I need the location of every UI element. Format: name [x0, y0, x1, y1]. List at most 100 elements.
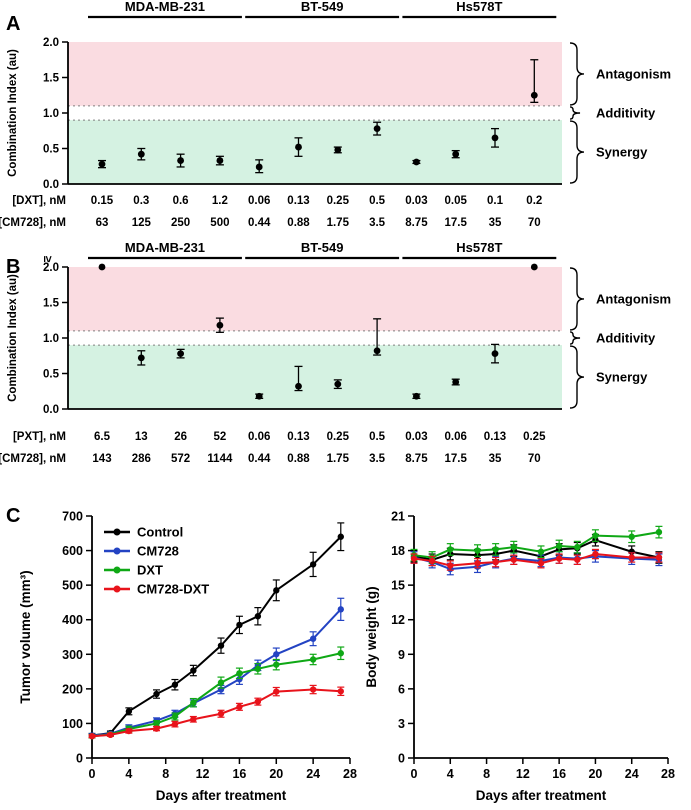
legend-label: DXT — [137, 563, 163, 578]
y-tick-label: 12 — [391, 613, 405, 627]
y-tick-label: 0.5 — [43, 369, 60, 381]
region-label: Additivity — [596, 106, 656, 121]
dose-value: 0.06 — [445, 431, 467, 443]
x-tick-label: 16 — [232, 767, 246, 781]
data-point — [530, 91, 538, 99]
legend-label: Control — [137, 525, 183, 540]
data-point — [255, 163, 263, 171]
series-line — [91, 652, 342, 738]
region-label: Antagonism — [596, 291, 671, 306]
dose-value: 0.5 — [369, 195, 386, 207]
data-point — [413, 158, 420, 166]
data-point — [309, 656, 317, 663]
series-line — [413, 555, 659, 571]
y-tick-label: 1.0 — [43, 108, 59, 120]
data-point — [98, 263, 106, 271]
cell-line-label: BT-549 — [301, 240, 344, 255]
legend-marker — [113, 585, 121, 593]
data-point — [334, 380, 342, 388]
panel-label: A — [6, 13, 20, 35]
x-tick-label: 12 — [196, 767, 210, 781]
dose-value: 500 — [210, 217, 229, 229]
dose-value: 6.5 — [94, 431, 111, 443]
data-point — [491, 134, 499, 142]
effect-regions — [68, 42, 562, 184]
data-point — [273, 587, 280, 594]
brace — [569, 345, 585, 409]
dose-row-label: [CM728], nM — [0, 453, 66, 465]
dose-value: 1.75 — [327, 217, 350, 229]
data-point — [171, 713, 179, 720]
region-synergy — [68, 345, 562, 409]
data-point — [125, 727, 133, 735]
brace — [569, 331, 581, 345]
data-point — [236, 670, 243, 677]
data-point — [216, 321, 224, 329]
data-point — [88, 733, 96, 740]
dose-value: 0.15 — [91, 195, 114, 207]
data-point — [337, 650, 344, 657]
dose-value: 0.05 — [445, 195, 468, 207]
dose-value: 26 — [174, 431, 187, 443]
data-point — [510, 543, 517, 551]
y-tick-label: 1.5 — [43, 298, 60, 310]
data-point — [452, 150, 460, 158]
dose-row-label: [CM728], nM — [0, 217, 66, 229]
region-label: Synergy — [596, 370, 648, 385]
ci-data-points — [98, 59, 539, 174]
data-point — [337, 606, 344, 613]
data-point — [537, 560, 545, 567]
y-tick-label: 0.0 — [43, 404, 59, 416]
dose-value: 70 — [528, 453, 541, 465]
x-tick-label: 16 — [552, 767, 566, 781]
data-point — [177, 350, 185, 358]
x-tick-label: 0 — [411, 767, 418, 781]
x-tick-label: 24 — [306, 767, 320, 781]
cell-line-label: MDA-MB-231 — [125, 240, 205, 255]
panel-label: C — [6, 505, 20, 527]
data-point — [334, 146, 342, 154]
data-point — [410, 555, 418, 562]
dose-row-label: [PXT], nM — [13, 431, 66, 443]
data-point — [592, 550, 599, 558]
dose-value: 0.88 — [287, 217, 310, 229]
y-tick-label: 0 — [76, 752, 83, 766]
data-point — [452, 378, 460, 386]
data-point — [255, 392, 263, 400]
data-point — [537, 548, 545, 555]
y-tick-label: 2.0 — [43, 262, 59, 274]
dose-row-label: [DXT], nM — [12, 195, 66, 207]
y-axis-label: Combination Index (au) — [7, 274, 19, 402]
y-tick-label: 600 — [62, 544, 83, 558]
data-point — [337, 533, 344, 540]
dose-value: 8.75 — [405, 217, 428, 229]
data-point — [107, 731, 114, 739]
data-point — [309, 686, 317, 693]
dose-value: 3.5 — [369, 453, 386, 465]
data-point — [98, 160, 106, 168]
y-tick-label: 0.0 — [43, 179, 59, 191]
y-tick-label: 300 — [62, 648, 83, 662]
x-tick-label: 8 — [483, 767, 490, 781]
y-tick-label: 3 — [398, 717, 405, 731]
dose-value: 0.1 — [487, 195, 504, 207]
dose-value: 63 — [96, 217, 109, 229]
legend-marker — [113, 528, 121, 536]
data-point — [236, 675, 243, 683]
data-point — [254, 613, 262, 620]
data-point — [171, 720, 179, 728]
cell-line-label: Hs578T — [456, 0, 502, 14]
dose-value: 0.2 — [526, 195, 542, 207]
legend-label: CM728-DXT — [137, 582, 209, 597]
region-label: Synergy — [596, 145, 648, 160]
data-point — [309, 561, 317, 568]
dose-value: 125 — [132, 217, 152, 229]
data-point — [474, 560, 481, 567]
dose-value: 13 — [135, 431, 148, 443]
dose-value: 8.75 — [405, 453, 428, 465]
y-axis-label: Tumor volume (mm³) — [18, 570, 33, 703]
y-tick-label: 18 — [391, 544, 405, 558]
legend-marker — [113, 566, 121, 574]
data-point — [574, 543, 581, 551]
